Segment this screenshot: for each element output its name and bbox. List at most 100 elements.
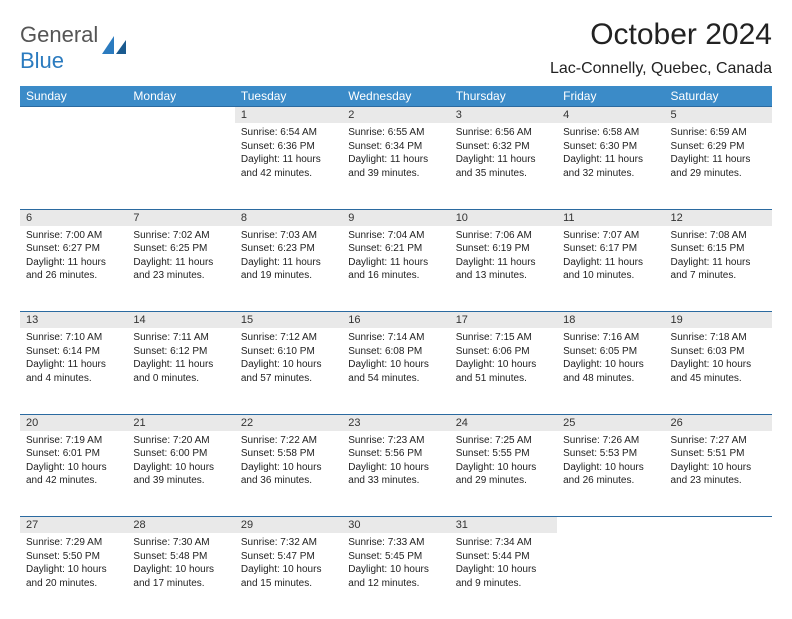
sunset-line: Sunset: 5:56 PM	[348, 447, 443, 461]
sunset-line: Sunset: 6:23 PM	[241, 242, 336, 256]
day-content-cell: Sunrise: 7:06 AMSunset: 6:19 PMDaylight:…	[450, 226, 557, 312]
day-number-row: 20212223242526	[20, 414, 772, 431]
sunset-line: Sunset: 5:47 PM	[241, 550, 336, 564]
day-content-cell: Sunrise: 7:11 AMSunset: 6:12 PMDaylight:…	[127, 328, 234, 414]
day-content-cell: Sunrise: 7:10 AMSunset: 6:14 PMDaylight:…	[20, 328, 127, 414]
day-content-row: Sunrise: 7:10 AMSunset: 6:14 PMDaylight:…	[20, 328, 772, 414]
weekday-header: Thursday	[450, 86, 557, 107]
day-content-cell: Sunrise: 7:04 AMSunset: 6:21 PMDaylight:…	[342, 226, 449, 312]
sunset-line: Sunset: 6:17 PM	[563, 242, 658, 256]
daylight-line: Daylight: 11 hours and 26 minutes.	[26, 256, 121, 283]
day-number-cell	[127, 107, 234, 124]
day-number-cell: 18	[557, 312, 664, 329]
logo-text: General Blue	[20, 22, 98, 74]
daylight-line: Daylight: 11 hours and 16 minutes.	[348, 256, 443, 283]
sunset-line: Sunset: 6:19 PM	[456, 242, 551, 256]
month-title: October 2024	[550, 18, 772, 52]
day-content-cell: Sunrise: 6:54 AMSunset: 6:36 PMDaylight:…	[235, 123, 342, 209]
daylight-line: Daylight: 10 hours and 48 minutes.	[563, 358, 658, 385]
weekday-header: Sunday	[20, 86, 127, 107]
day-content-cell: Sunrise: 7:02 AMSunset: 6:25 PMDaylight:…	[127, 226, 234, 312]
day-number-cell: 1	[235, 107, 342, 124]
day-content-cell: Sunrise: 7:29 AMSunset: 5:50 PMDaylight:…	[20, 533, 127, 619]
sunrise-line: Sunrise: 7:15 AM	[456, 331, 551, 345]
sunset-line: Sunset: 6:08 PM	[348, 345, 443, 359]
day-content-cell: Sunrise: 7:18 AMSunset: 6:03 PMDaylight:…	[665, 328, 772, 414]
sunset-line: Sunset: 6:36 PM	[241, 140, 336, 154]
weekday-header: Wednesday	[342, 86, 449, 107]
sunset-line: Sunset: 6:32 PM	[456, 140, 551, 154]
day-content-cell: Sunrise: 7:34 AMSunset: 5:44 PMDaylight:…	[450, 533, 557, 619]
day-number-cell: 4	[557, 107, 664, 124]
sunrise-line: Sunrise: 7:03 AM	[241, 229, 336, 243]
sunrise-line: Sunrise: 7:26 AM	[563, 434, 658, 448]
day-number-cell: 17	[450, 312, 557, 329]
sunrise-line: Sunrise: 6:54 AM	[241, 126, 336, 140]
day-number-cell: 25	[557, 414, 664, 431]
weekday-header-row: SundayMondayTuesdayWednesdayThursdayFrid…	[20, 86, 772, 107]
sunrise-line: Sunrise: 7:02 AM	[133, 229, 228, 243]
sunrise-line: Sunrise: 7:04 AM	[348, 229, 443, 243]
day-number-cell: 5	[665, 107, 772, 124]
daylight-line: Daylight: 10 hours and 29 minutes.	[456, 461, 551, 488]
logo-word-2: Blue	[20, 48, 64, 73]
day-number-cell: 23	[342, 414, 449, 431]
daylight-line: Daylight: 10 hours and 20 minutes.	[26, 563, 121, 590]
day-number-cell: 20	[20, 414, 127, 431]
day-number-cell	[20, 107, 127, 124]
day-number-cell: 2	[342, 107, 449, 124]
day-number-cell: 27	[20, 517, 127, 534]
sunrise-line: Sunrise: 7:14 AM	[348, 331, 443, 345]
sunrise-line: Sunrise: 7:18 AM	[671, 331, 766, 345]
sunrise-line: Sunrise: 6:59 AM	[671, 126, 766, 140]
sunset-line: Sunset: 6:01 PM	[26, 447, 121, 461]
daylight-line: Daylight: 11 hours and 13 minutes.	[456, 256, 551, 283]
day-number-cell: 26	[665, 414, 772, 431]
daylight-line: Daylight: 11 hours and 0 minutes.	[133, 358, 228, 385]
day-number-cell: 29	[235, 517, 342, 534]
day-content-cell: Sunrise: 7:33 AMSunset: 5:45 PMDaylight:…	[342, 533, 449, 619]
day-number-cell	[665, 517, 772, 534]
sunset-line: Sunset: 5:48 PM	[133, 550, 228, 564]
daylight-line: Daylight: 10 hours and 57 minutes.	[241, 358, 336, 385]
logo-word-1: General	[20, 22, 98, 47]
daylight-line: Daylight: 11 hours and 23 minutes.	[133, 256, 228, 283]
sunrise-line: Sunrise: 6:55 AM	[348, 126, 443, 140]
day-content-cell: Sunrise: 6:55 AMSunset: 6:34 PMDaylight:…	[342, 123, 449, 209]
sunrise-line: Sunrise: 7:25 AM	[456, 434, 551, 448]
daylight-line: Daylight: 10 hours and 26 minutes.	[563, 461, 658, 488]
day-content-cell: Sunrise: 6:58 AMSunset: 6:30 PMDaylight:…	[557, 123, 664, 209]
sunrise-line: Sunrise: 7:20 AM	[133, 434, 228, 448]
day-content-cell: Sunrise: 7:20 AMSunset: 6:00 PMDaylight:…	[127, 431, 234, 517]
logo-sail-icon	[100, 34, 128, 63]
sunrise-line: Sunrise: 7:08 AM	[671, 229, 766, 243]
day-content-cell: Sunrise: 7:22 AMSunset: 5:58 PMDaylight:…	[235, 431, 342, 517]
day-content-cell: Sunrise: 7:14 AMSunset: 6:08 PMDaylight:…	[342, 328, 449, 414]
daylight-line: Daylight: 10 hours and 54 minutes.	[348, 358, 443, 385]
weekday-header: Tuesday	[235, 86, 342, 107]
daylight-line: Daylight: 11 hours and 29 minutes.	[671, 153, 766, 180]
sunrise-line: Sunrise: 7:33 AM	[348, 536, 443, 550]
weekday-header: Saturday	[665, 86, 772, 107]
day-number-row: 6789101112	[20, 209, 772, 226]
sunrise-line: Sunrise: 7:19 AM	[26, 434, 121, 448]
daylight-line: Daylight: 10 hours and 42 minutes.	[26, 461, 121, 488]
day-content-cell: Sunrise: 7:08 AMSunset: 6:15 PMDaylight:…	[665, 226, 772, 312]
day-content-cell: Sunrise: 7:15 AMSunset: 6:06 PMDaylight:…	[450, 328, 557, 414]
sunset-line: Sunset: 6:27 PM	[26, 242, 121, 256]
sunset-line: Sunset: 6:06 PM	[456, 345, 551, 359]
day-content-cell: Sunrise: 6:56 AMSunset: 6:32 PMDaylight:…	[450, 123, 557, 209]
daylight-line: Daylight: 11 hours and 35 minutes.	[456, 153, 551, 180]
day-number-cell: 11	[557, 209, 664, 226]
calendar-table: SundayMondayTuesdayWednesdayThursdayFrid…	[20, 86, 772, 619]
day-number-cell: 16	[342, 312, 449, 329]
day-number-cell	[557, 517, 664, 534]
daylight-line: Daylight: 11 hours and 7 minutes.	[671, 256, 766, 283]
day-content-cell	[20, 123, 127, 209]
daylight-line: Daylight: 10 hours and 51 minutes.	[456, 358, 551, 385]
day-number-cell: 3	[450, 107, 557, 124]
day-number-cell: 6	[20, 209, 127, 226]
sunrise-line: Sunrise: 6:58 AM	[563, 126, 658, 140]
weekday-header: Monday	[127, 86, 234, 107]
day-content-cell: Sunrise: 7:25 AMSunset: 5:55 PMDaylight:…	[450, 431, 557, 517]
